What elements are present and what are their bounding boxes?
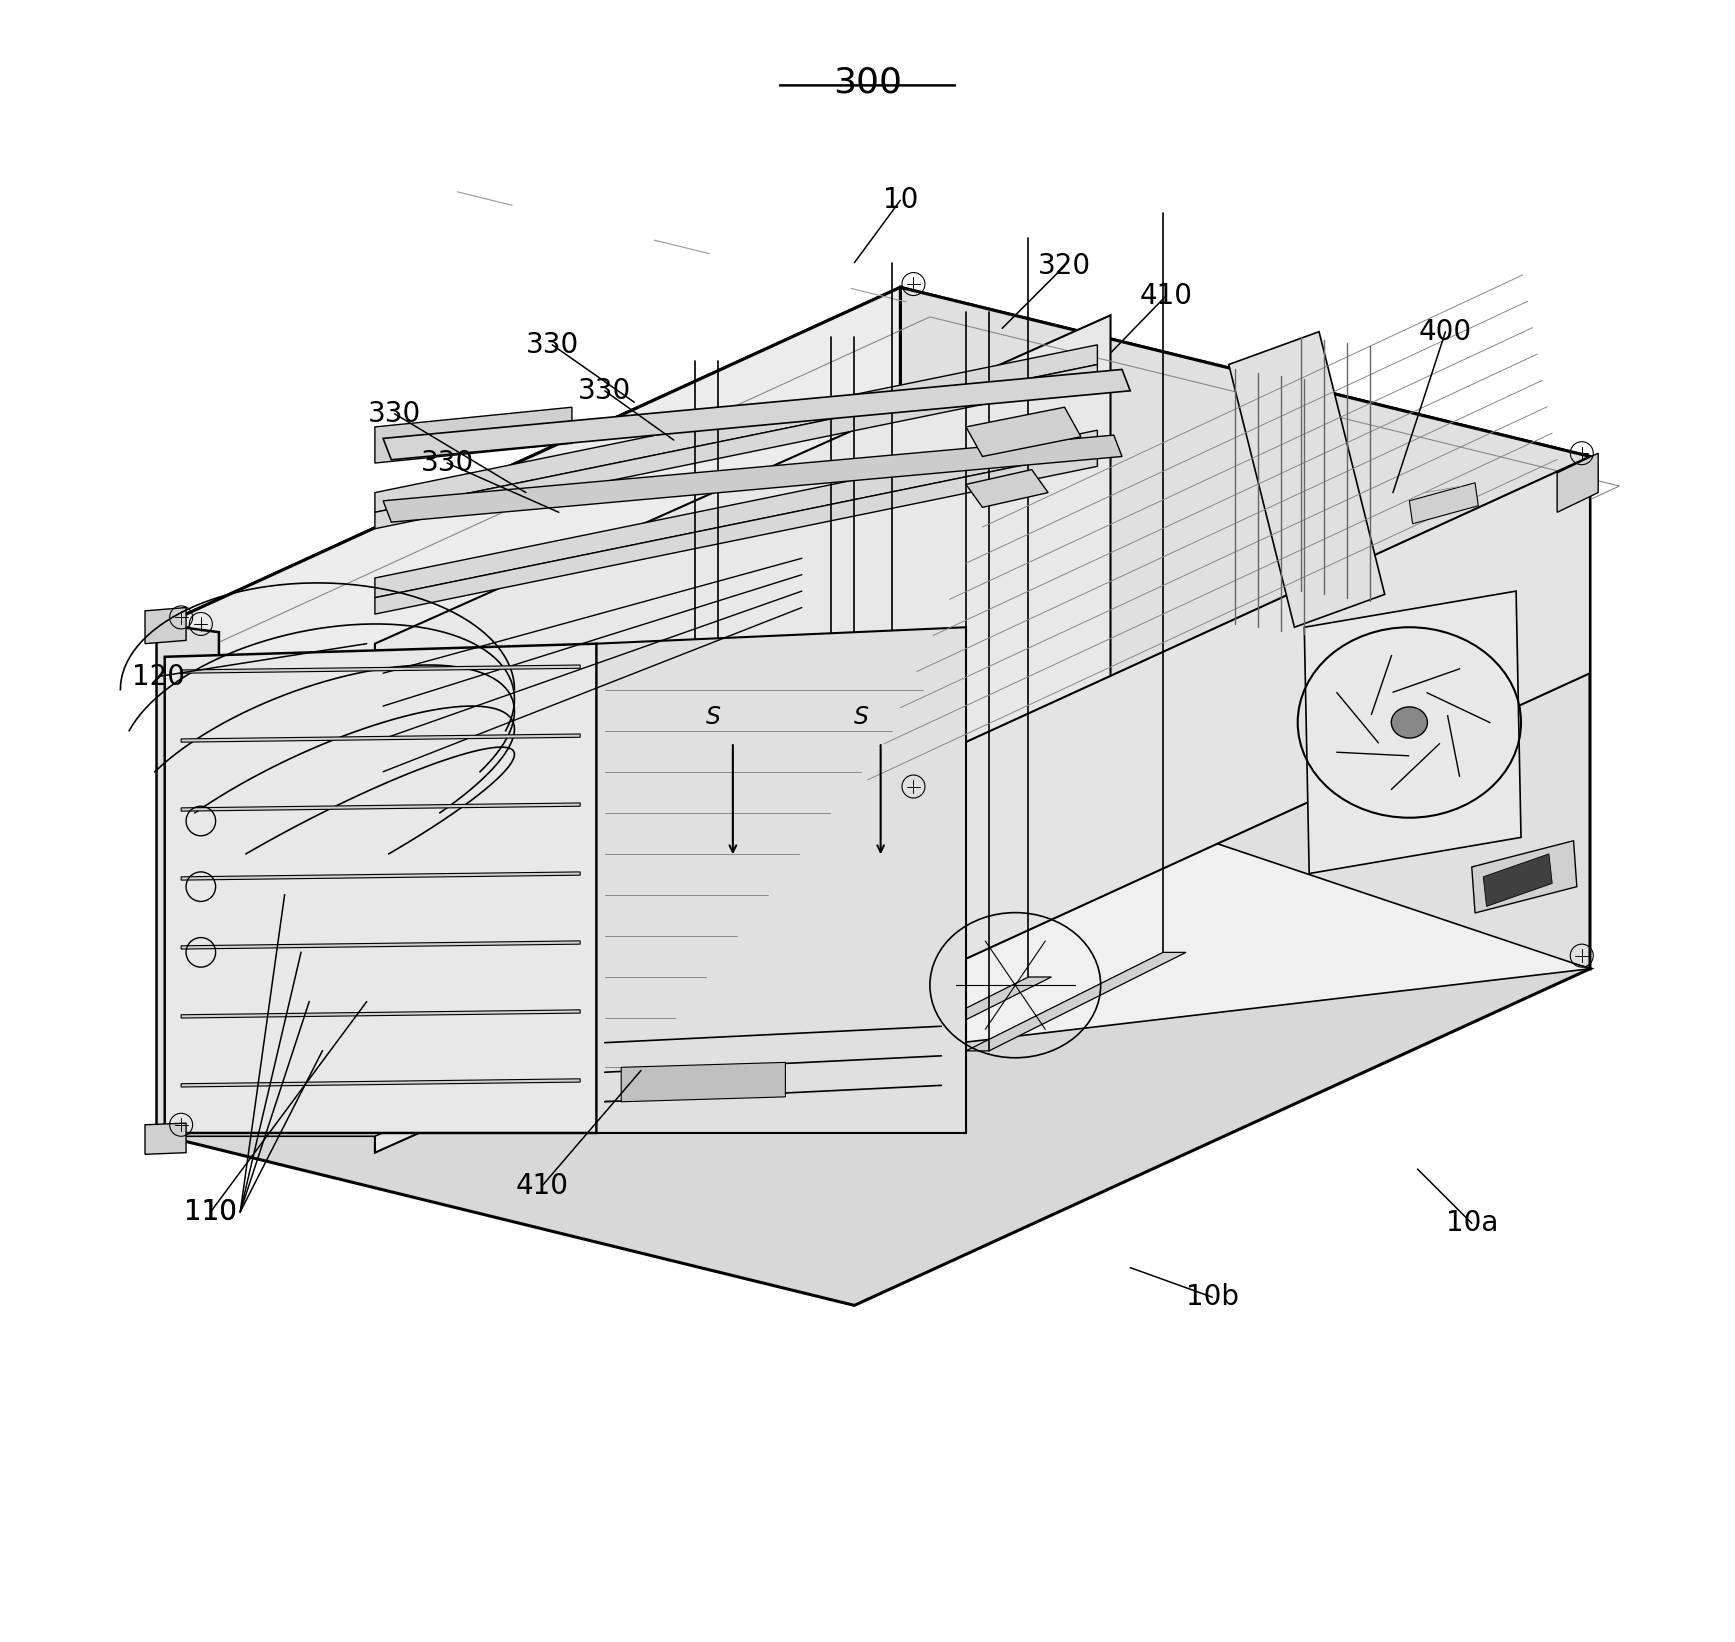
Polygon shape [696,1002,914,1100]
Text: S: S [706,704,720,729]
Polygon shape [180,924,208,993]
Text: 300: 300 [833,66,902,100]
Text: 10a: 10a [1445,1209,1497,1238]
Polygon shape [165,287,900,1136]
Polygon shape [180,1062,208,1131]
Polygon shape [966,952,1187,1051]
Polygon shape [180,718,208,787]
Text: 110: 110 [184,1197,238,1227]
Text: 330: 330 [420,448,474,478]
Text: 120: 120 [132,662,184,691]
Polygon shape [180,855,208,924]
Text: 10b: 10b [1185,1282,1239,1312]
Text: 10: 10 [883,186,918,215]
Polygon shape [621,1062,786,1102]
Polygon shape [1556,453,1598,512]
Polygon shape [1409,483,1478,524]
Polygon shape [165,808,1589,1136]
Text: 400: 400 [1419,317,1471,346]
Polygon shape [165,800,1589,1305]
Polygon shape [831,977,1051,1076]
Polygon shape [383,369,1129,460]
Polygon shape [175,965,210,1062]
Polygon shape [966,407,1081,456]
Text: 410: 410 [515,1171,569,1200]
Polygon shape [966,470,1048,507]
Polygon shape [1471,841,1577,913]
Text: 330: 330 [526,330,579,360]
Polygon shape [375,345,1097,512]
Polygon shape [900,287,1589,969]
Text: 410: 410 [1140,281,1194,310]
Polygon shape [180,803,579,811]
Polygon shape [180,665,579,673]
Polygon shape [165,644,597,1133]
Ellipse shape [1391,706,1428,739]
Polygon shape [375,450,1097,614]
Polygon shape [1228,332,1385,627]
Polygon shape [180,941,579,949]
Polygon shape [375,407,573,463]
Polygon shape [146,1123,186,1154]
Polygon shape [180,993,208,1062]
Text: 110: 110 [184,1197,238,1227]
Polygon shape [180,872,579,880]
Polygon shape [180,787,208,855]
Polygon shape [180,1079,579,1087]
Text: S: S [854,704,869,729]
Polygon shape [1305,591,1522,874]
Polygon shape [375,365,1097,529]
Text: 330: 330 [368,399,422,429]
Polygon shape [1483,854,1553,906]
Text: 330: 330 [578,376,632,406]
Polygon shape [165,287,1589,793]
Polygon shape [854,456,1589,1010]
Polygon shape [375,315,1110,1153]
Polygon shape [375,430,1097,598]
Text: 320: 320 [1038,251,1091,281]
Polygon shape [383,435,1123,522]
Polygon shape [156,624,219,1136]
Polygon shape [146,608,186,644]
Polygon shape [180,734,579,742]
Polygon shape [597,627,966,1133]
Polygon shape [180,1010,579,1018]
